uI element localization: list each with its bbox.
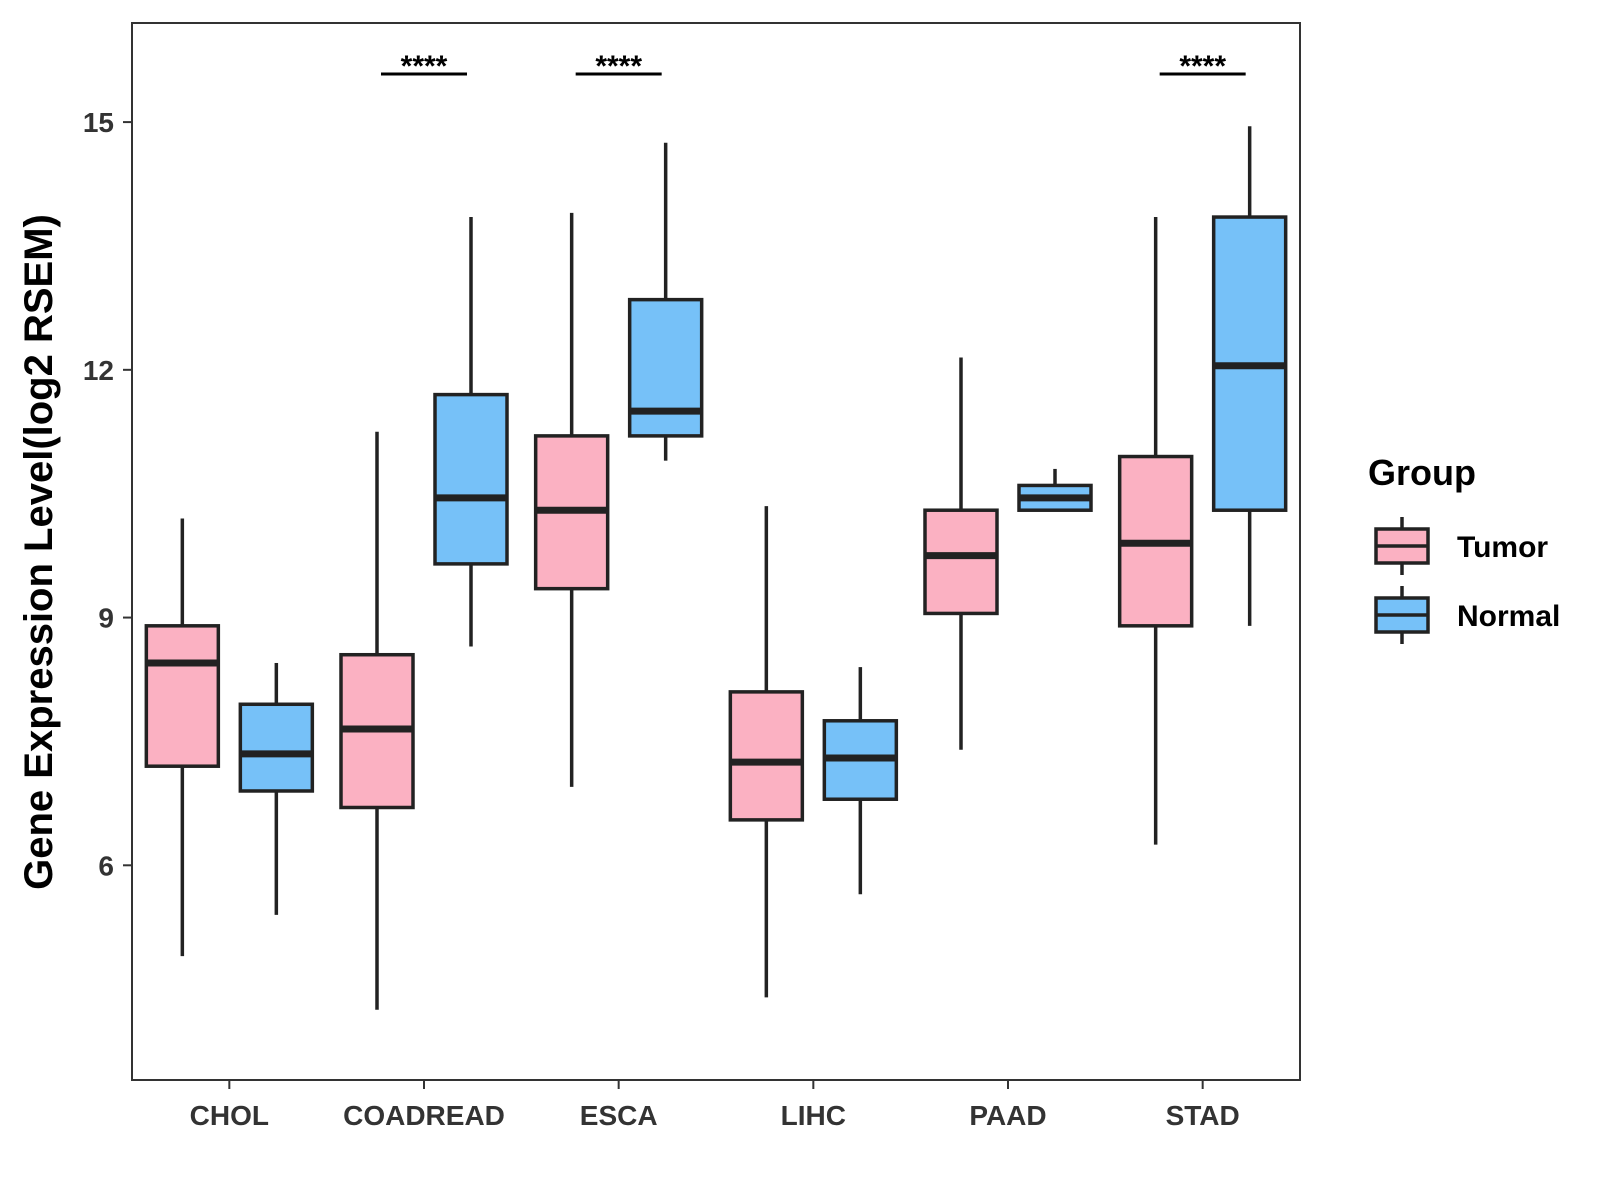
y-axis: 6 9 12 15 xyxy=(83,107,132,881)
x-tick-label: ESCA xyxy=(580,1100,658,1131)
box-stad-normal xyxy=(1211,126,1288,626)
boxes-layer xyxy=(144,126,1288,1010)
box-iqr xyxy=(144,624,221,768)
box-iqr xyxy=(728,690,805,822)
box-lihc-normal xyxy=(822,667,899,895)
box-iqr xyxy=(923,508,999,616)
significance-label: **** xyxy=(401,50,448,83)
box-lihc-tumor xyxy=(728,506,805,998)
box-iqr xyxy=(627,297,704,438)
box-stad-tumor xyxy=(1117,217,1194,845)
x-tick-label: PAAD xyxy=(969,1100,1046,1131)
box-paad-normal xyxy=(1017,468,1093,512)
x-axis: CHOL COADREAD ESCA LIHC PAAD STAD xyxy=(190,1080,1240,1131)
legend-key-tumor xyxy=(1374,517,1430,575)
legend-label-tumor: Tumor xyxy=(1457,531,1548,564)
y-axis-title: Gene Expression Level(log2 RSEM) xyxy=(17,214,61,890)
legend: Group Tumor Normal xyxy=(1368,452,1560,644)
significance-annotations: **** **** **** xyxy=(381,50,1246,83)
legend-key-normal xyxy=(1374,586,1430,644)
legend-label-normal: Normal xyxy=(1457,600,1560,633)
y-tick-label: 6 xyxy=(98,850,114,881)
x-tick-label: LIHC xyxy=(781,1100,846,1131)
box-paad-tumor xyxy=(923,357,999,750)
y-tick-label: 12 xyxy=(83,355,114,386)
box-coadread-tumor xyxy=(339,431,415,1010)
x-tick-label: COADREAD xyxy=(343,1100,505,1131)
x-tick-label: STAD xyxy=(1166,1100,1240,1131)
box-esca-tumor xyxy=(533,212,610,787)
significance-label: **** xyxy=(1179,50,1226,83)
y-tick-label: 9 xyxy=(98,603,114,634)
y-tick-label: 15 xyxy=(83,107,114,138)
box-iqr xyxy=(238,702,315,793)
box-iqr xyxy=(433,392,509,566)
significance-label: **** xyxy=(595,50,642,83)
legend-title: Group xyxy=(1368,452,1476,493)
box-chol-normal xyxy=(238,662,315,915)
box-coadread-normal xyxy=(433,217,509,647)
plot-panel xyxy=(131,22,1301,1081)
box-esca-normal xyxy=(627,142,704,461)
box-chol-tumor xyxy=(144,518,221,957)
x-tick-label: CHOL xyxy=(190,1100,269,1131)
